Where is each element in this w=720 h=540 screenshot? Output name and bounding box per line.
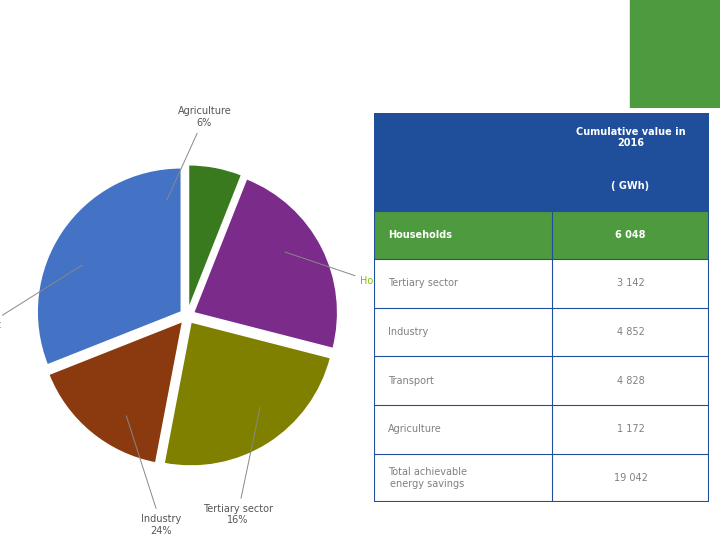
- Text: ( GWh): ( GWh): [611, 181, 649, 191]
- Text: Transport: Transport: [388, 376, 433, 386]
- Text: 1 172: 1 172: [616, 424, 644, 434]
- Text: 23%: 23%: [0, 539, 1, 540]
- Wedge shape: [194, 179, 338, 348]
- Bar: [552, 211, 709, 259]
- Bar: [374, 259, 552, 308]
- Text: Energy Savings Potential in Terms of Primary: Energy Savings Potential in Terms of Pri…: [18, 25, 462, 44]
- Wedge shape: [49, 321, 183, 463]
- Text: Transport
23%: Transport 23%: [0, 265, 82, 341]
- Text: 4 852: 4 852: [616, 327, 644, 337]
- Text: 19 042: 19 042: [613, 473, 647, 483]
- Bar: [374, 113, 552, 162]
- Wedge shape: [189, 165, 241, 309]
- Wedge shape: [37, 168, 181, 365]
- Text: Sources (CZE): Sources (CZE): [18, 75, 155, 93]
- Text: Agriculture
6%: Agriculture 6%: [167, 106, 231, 200]
- Text: Agriculture: Agriculture: [388, 424, 441, 434]
- Text: Households
31%: Households 31%: [285, 252, 417, 298]
- Wedge shape: [164, 322, 330, 466]
- Bar: [630, 0, 720, 108]
- Bar: [374, 356, 552, 405]
- Text: 3 142: 3 142: [616, 279, 644, 288]
- Text: 16%: 16%: [0, 539, 1, 540]
- Bar: [374, 162, 552, 211]
- Text: Total achievable
energy savings: Total achievable energy savings: [388, 467, 467, 489]
- Text: 24%: 24%: [0, 539, 1, 540]
- Text: Industry: Industry: [388, 327, 428, 337]
- Bar: [552, 454, 709, 502]
- Bar: [552, 162, 709, 211]
- Text: 6%: 6%: [0, 539, 1, 540]
- Bar: [552, 259, 709, 308]
- Text: Tertiary sector
16%: Tertiary sector 16%: [202, 407, 273, 525]
- Bar: [552, 405, 709, 454]
- Bar: [552, 113, 709, 162]
- Text: Households: Households: [388, 230, 451, 240]
- Text: Industry
24%: Industry 24%: [126, 416, 181, 536]
- Text: 31%: 31%: [0, 539, 1, 540]
- Bar: [374, 405, 552, 454]
- Text: 4 828: 4 828: [616, 376, 644, 386]
- Text: 6 048: 6 048: [616, 230, 646, 240]
- Bar: [374, 454, 552, 502]
- Bar: [374, 308, 552, 356]
- Text: Tertiary sector: Tertiary sector: [388, 279, 458, 288]
- Text: Cumulative value in
2016: Cumulative value in 2016: [576, 127, 685, 148]
- Bar: [552, 356, 709, 405]
- Bar: [552, 308, 709, 356]
- Bar: [374, 211, 552, 259]
